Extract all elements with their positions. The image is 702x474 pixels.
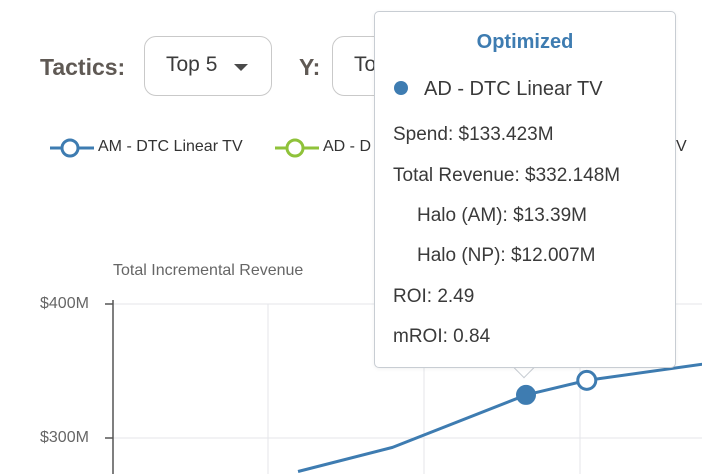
legend-marker-icon [50, 138, 94, 158]
chart-title: Total Incremental Revenue [113, 262, 304, 279]
tooltip-mroi: mROI: 0.84 [393, 326, 491, 347]
tooltip-total-revenue: Total Revenue: $332.148M [393, 165, 621, 186]
legend-label: AM - DTC Linear TV [98, 138, 243, 155]
y-tick-label: $400M [40, 295, 89, 312]
y-axis-select-value: To [354, 53, 377, 76]
tooltip-spend: Spend: $133.423M [393, 124, 554, 145]
data-point [576, 369, 598, 391]
legend-label: AD - D [323, 138, 371, 155]
series-line [297, 362, 702, 473]
optimized-point [516, 384, 536, 405]
tactics-select[interactable]: Top 5 [144, 36, 272, 96]
tooltip-roi: ROI: 2.49 [393, 286, 475, 307]
tooltip-halo-np: Halo (NP): $12.007M [417, 245, 596, 266]
series-dot-icon [394, 81, 408, 95]
y-axis-label: Y: [299, 54, 321, 80]
tooltip-halo-am: Halo (AM): $13.39M [417, 205, 588, 226]
legend-cutoff-text: V [676, 138, 687, 155]
y-tick-label: $300M [40, 429, 89, 446]
caret-down-icon [234, 64, 248, 71]
tactics-label: Tactics: [40, 54, 126, 80]
chart-tooltip: Optimized AD - DTC Linear TV Spend: $133… [374, 11, 676, 368]
tooltip-title: Optimized [476, 31, 574, 53]
tactics-select-value: Top 5 [166, 53, 218, 76]
tooltip-series-name: AD - DTC Linear TV [424, 78, 603, 100]
legend-marker-icon [275, 138, 319, 158]
